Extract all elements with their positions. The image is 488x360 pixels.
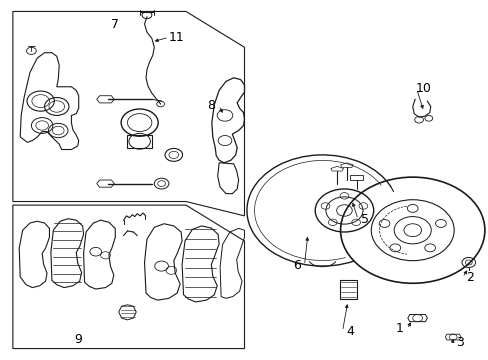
Text: 9: 9 bbox=[74, 333, 81, 346]
Text: 1: 1 bbox=[395, 322, 403, 335]
Text: 10: 10 bbox=[415, 82, 431, 95]
Text: 4: 4 bbox=[345, 325, 353, 338]
Text: 11: 11 bbox=[168, 31, 184, 44]
Text: 5: 5 bbox=[361, 213, 368, 226]
Text: 8: 8 bbox=[207, 99, 215, 112]
Text: 6: 6 bbox=[293, 259, 301, 272]
Text: 2: 2 bbox=[465, 271, 473, 284]
Text: 7: 7 bbox=[111, 18, 119, 31]
Text: 3: 3 bbox=[455, 336, 463, 348]
